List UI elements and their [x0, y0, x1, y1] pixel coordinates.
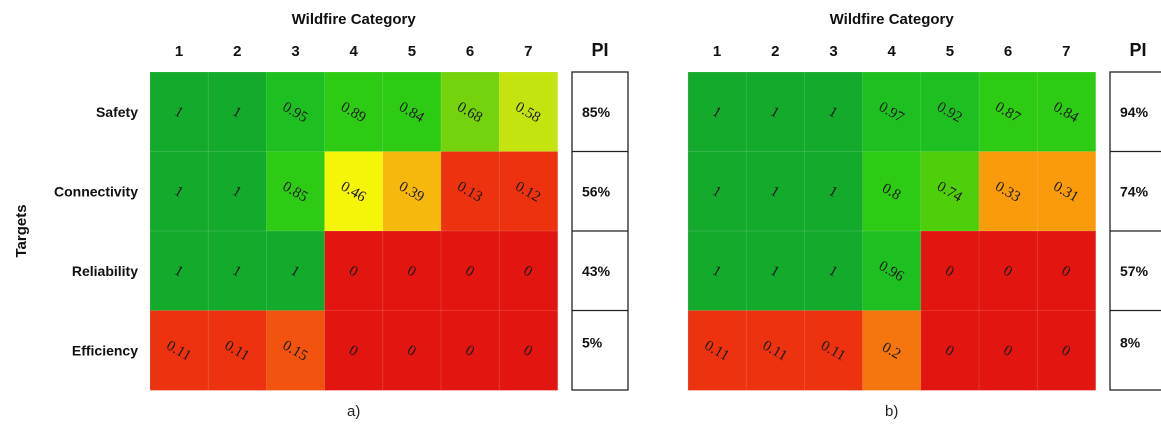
heatmap-cell — [149, 310, 209, 391]
pi-value: 74% — [1120, 183, 1149, 199]
heatmap-cell — [440, 310, 500, 391]
pi-value: 94% — [1120, 104, 1149, 120]
heatmap-cell — [207, 310, 268, 391]
column-label: 3 — [829, 43, 837, 60]
heatmap-cell — [266, 310, 326, 391]
heatmap-cell — [440, 151, 500, 232]
column-label: 7 — [1062, 43, 1070, 60]
column-label: 5 — [408, 43, 416, 60]
heatmap-cell — [745, 151, 806, 232]
heatmap-cell — [978, 230, 1038, 312]
heatmap-cell — [382, 151, 442, 232]
heatmap-cell — [382, 230, 442, 312]
column-label: 6 — [1004, 43, 1012, 60]
heatmap-cell — [687, 230, 747, 312]
panel-caption: b) — [885, 403, 898, 420]
pi-header: PI — [591, 40, 608, 60]
column-label: 4 — [888, 43, 897, 60]
heatmap-cell — [862, 230, 922, 312]
heatmap-cell — [266, 71, 326, 153]
heatmap-cell — [207, 151, 268, 232]
heatmap-cell — [149, 71, 209, 153]
heatmap-cell — [1036, 151, 1097, 232]
heatmap-cell — [149, 230, 209, 312]
heatmap-cell — [920, 151, 980, 232]
column-label: 1 — [713, 43, 721, 60]
column-label: 3 — [291, 43, 299, 60]
pi-value: 57% — [1120, 263, 1149, 279]
heatmap-cell — [687, 71, 747, 153]
heatmap-cell — [498, 71, 559, 153]
heatmap-cell — [978, 71, 1038, 153]
heatmap-cell — [804, 310, 864, 391]
column-label: 5 — [946, 43, 954, 60]
heatmap-cell — [920, 310, 980, 391]
pi-value: 85% — [582, 104, 611, 120]
column-label: 7 — [524, 43, 532, 60]
heatmap-cell — [1036, 310, 1097, 391]
heatmap-cell — [687, 310, 747, 391]
heatmap-cell — [920, 71, 980, 153]
heatmap-cell — [440, 71, 500, 153]
heatmap-cell — [149, 151, 209, 232]
heatmap-cell — [324, 310, 384, 391]
heatmap-cell — [804, 71, 864, 153]
heatmap-cell — [498, 230, 559, 312]
heatmap-cell — [1036, 230, 1097, 312]
pi-value: 8% — [1120, 334, 1141, 350]
heatmap-cell — [266, 230, 326, 312]
panel-caption: a) — [347, 403, 360, 420]
row-label: Safety — [96, 104, 138, 120]
heatmap-cell — [382, 71, 442, 153]
heatmap-cell — [862, 151, 922, 232]
column-label: 6 — [466, 43, 474, 60]
heatmap-cell — [804, 230, 864, 312]
column-label: 1 — [175, 43, 183, 60]
heatmap-cell — [687, 151, 747, 232]
heatmap-cell — [266, 151, 326, 232]
y-axis-title: Targets — [13, 204, 30, 257]
pi-header: PI — [1129, 40, 1146, 60]
row-label: Connectivity — [54, 183, 138, 199]
heatmap-cell — [920, 230, 980, 312]
x-axis-title: Wildfire Category — [292, 11, 417, 28]
heatmap-cell — [1036, 71, 1097, 153]
heatmap-cell — [745, 310, 806, 391]
pi-value: 5% — [582, 334, 603, 350]
column-label: 2 — [233, 43, 241, 60]
heatmap-cell — [207, 230, 268, 312]
heatmap-cell — [498, 151, 559, 232]
heatmap-cell — [978, 151, 1038, 232]
heatmap-cell — [745, 71, 806, 153]
x-axis-title: Wildfire Category — [830, 11, 955, 28]
column-label: 4 — [350, 43, 359, 60]
heatmap-cell — [324, 151, 384, 232]
row-label: Reliability — [72, 263, 138, 279]
heatmap-cell — [498, 310, 559, 391]
column-label: 2 — [771, 43, 779, 60]
row-label: Efficiency — [72, 342, 138, 358]
pi-value: 56% — [582, 183, 611, 199]
pi-value: 43% — [582, 263, 611, 279]
